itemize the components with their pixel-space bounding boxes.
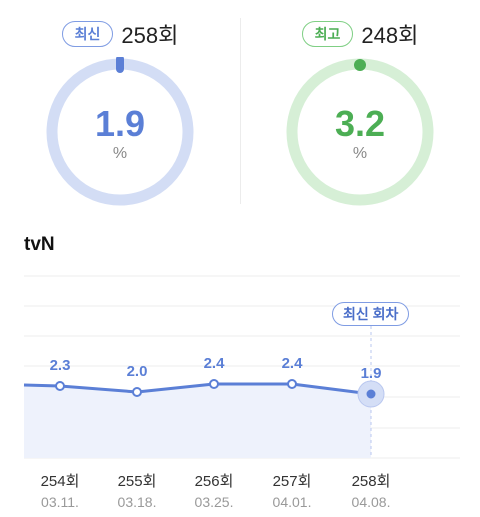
latest-header: 최신 258회 (0, 18, 240, 50)
x-axis-tick-label: 254회 03.11. (20, 470, 100, 510)
episode-label: 257회 (272, 473, 312, 490)
broadcast-date-label: 03.25. (194, 494, 234, 510)
broadcast-date-label: 03.11. (41, 494, 79, 510)
x-axis-tick-label: 258회 04.08. (331, 470, 411, 510)
best-rating-unit: % (352, 145, 368, 162)
latest-rating-gauge: 1.9 % (45, 57, 195, 207)
best-episode: 248회 (361, 23, 419, 48)
episode-label: 255회 (117, 473, 157, 490)
data-label: 2.3 (49, 357, 71, 374)
latest-rating-panel: 최신 258회 1.9 % (0, 0, 240, 210)
episode-label: 254회 (40, 473, 80, 490)
episode-label: 258회 (351, 473, 391, 490)
x-axis-tick-label: 257회 04.01. (252, 470, 332, 510)
broadcast-date-label: 04.01. (272, 494, 312, 510)
best-rating-value: 3.2 (334, 103, 386, 144)
best-header: 최고 248회 (240, 18, 480, 50)
ratings-summary: 최신 258회 1.9 % 최고 248회 3.2 % (0, 0, 480, 210)
best-gauge-progress (354, 59, 366, 71)
episode-label: 256회 (194, 473, 234, 490)
data-label: 1.9 (360, 365, 382, 382)
data-point[interactable] (366, 389, 376, 399)
broadcast-date-label: 03.18. (117, 494, 157, 510)
data-label: 2.0 (126, 363, 148, 380)
data-label: 2.4 (281, 355, 303, 372)
latest-rating-value: 1.9 (94, 103, 146, 144)
channel-name: tvN (24, 234, 55, 255)
panel-divider (240, 18, 241, 204)
best-rating-panel: 최고 248회 3.2 % (240, 0, 480, 210)
x-axis-tick-label: 255회 03.18. (97, 470, 177, 510)
best-rating-gauge: 3.2 % (285, 57, 435, 207)
data-point[interactable] (287, 379, 297, 389)
data-label: 2.4 (203, 355, 225, 372)
data-point[interactable] (55, 381, 65, 391)
latest-episode: 258회 (121, 23, 179, 48)
latest-rating-unit: % (112, 145, 128, 162)
best-badge: 최고 (301, 21, 354, 47)
trend-line (23, 382, 372, 396)
x-axis-tick-label: 256회 03.25. (174, 470, 254, 510)
data-point[interactable] (132, 387, 142, 397)
broadcast-date-label: 04.08. (351, 494, 391, 510)
trend-area (24, 384, 371, 458)
latest-episode-marker: 최신 회차 (332, 302, 410, 326)
rating-trend-chart (0, 258, 480, 517)
data-point[interactable] (209, 379, 219, 389)
latest-badge: 최신 (61, 21, 114, 47)
